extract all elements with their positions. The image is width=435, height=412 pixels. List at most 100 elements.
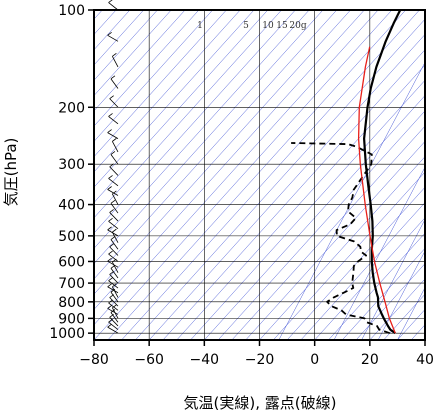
wind-barb	[109, 297, 119, 307]
y-tick-label: 800	[58, 295, 85, 311]
wind-barb	[108, 220, 119, 229]
wind-barb	[107, 260, 119, 268]
wind-barb-flag	[109, 163, 114, 168]
wind-barb-flag	[108, 277, 113, 281]
wind-barb	[108, 253, 119, 262]
wind-barb	[107, 34, 119, 42]
x-tick-label: 0	[310, 352, 319, 368]
wind-barb-flag	[107, 186, 112, 190]
wind-barb-flag	[110, 309, 116, 313]
wind-barb	[107, 189, 119, 196]
isotherm-line	[162, 49, 425, 340]
parcel-line	[357, 46, 396, 334]
wind-barb	[107, 326, 119, 334]
wind-barb	[108, 280, 119, 289]
mixing-ratio-label: 10	[262, 21, 274, 31]
mixing-ratio-labels: 1 5 10 15 20g	[197, 21, 307, 31]
wind-barb	[109, 317, 119, 327]
x-tick-label: −80	[79, 352, 109, 368]
mixing-ratio-label: 20g	[289, 21, 306, 31]
isotherm-line	[355, 263, 425, 340]
isotherm-line	[94, 10, 379, 326]
isotherm-line	[286, 186, 425, 340]
isotherm-line	[328, 232, 425, 340]
wind-barb-flag	[109, 243, 114, 248]
wind-barb-flag	[108, 175, 113, 179]
wind-barb	[112, 56, 119, 68]
isotherm-line	[94, 10, 172, 96]
wind-barb	[112, 193, 119, 205]
wind-barb	[110, 154, 119, 165]
mixing-ratio-line	[377, 250, 425, 340]
isotherm-line	[94, 10, 393, 340]
mixing-ratio-label: 15	[276, 21, 288, 31]
wind-barb	[112, 141, 119, 153]
isotherm-line	[342, 247, 425, 340]
wind-barb-flag	[109, 271, 114, 275]
wind-barb	[108, 321, 119, 330]
wind-barb	[108, 302, 119, 311]
isotherm-line	[94, 10, 268, 203]
y-tick-label: 400	[58, 198, 85, 214]
wind-barb	[109, 98, 119, 108]
y-tick-label: 100	[58, 3, 85, 19]
wind-barb-flag	[107, 283, 112, 288]
wind-barbs	[107, 0, 119, 334]
isotherm-line	[107, 10, 406, 340]
wind-barb	[109, 212, 119, 222]
mixing-ratio-line	[278, 61, 425, 340]
wind-barb-flag	[112, 304, 117, 309]
isotherm-line	[300, 202, 425, 340]
wind-barb	[109, 166, 119, 176]
wind-barb	[109, 246, 119, 256]
isotherm-line	[135, 18, 425, 340]
x-tick-label: −20	[245, 352, 275, 368]
wind-barb	[110, 312, 119, 323]
wind-barb	[110, 239, 119, 250]
series-layer	[291, 10, 402, 335]
isotherm-line	[94, 10, 351, 295]
isotherm-line	[190, 79, 425, 340]
wind-barb-flag	[108, 113, 113, 117]
wind-barb-flag	[109, 95, 114, 99]
wind-barb	[112, 286, 119, 298]
wind-barb-flag	[108, 217, 113, 222]
wind-barb-flag	[110, 200, 116, 204]
isobar-lines	[94, 10, 425, 340]
y-tick-label: 900	[58, 311, 85, 327]
wind-barb	[110, 203, 119, 214]
x-tick-label: 20	[361, 352, 379, 368]
wind-barb	[108, 2, 119, 11]
y-tick-label: 700	[58, 276, 85, 292]
isotherm-line	[231, 125, 425, 340]
isotherm-line	[94, 10, 186, 112]
isotherm-line	[94, 10, 282, 219]
isotherm-line	[259, 156, 425, 340]
wind-barb-flag	[107, 257, 112, 262]
mixing-ratio-label: 1	[197, 21, 203, 31]
wind-barb	[110, 78, 119, 89]
mixing-ratio-line	[361, 218, 425, 340]
isotherm-line	[94, 10, 337, 280]
mixing-ratio-line	[333, 166, 425, 340]
isotherm-line	[245, 141, 425, 340]
y-axis-title: 気圧(hPa)	[2, 138, 20, 207]
wind-barb-flag	[109, 209, 114, 213]
wind-barb	[108, 116, 119, 125]
y-tick-label: 600	[58, 254, 85, 270]
isotherm-line	[148, 34, 425, 340]
wind-barb	[110, 291, 119, 303]
x-axis-title: 気温(実線), 露点(破線)	[184, 394, 337, 412]
wind-barb-flag	[108, 299, 113, 304]
isotherm-line	[424, 339, 425, 340]
isotherm-line	[204, 95, 425, 340]
isotherm-line	[94, 10, 241, 173]
wind-barb	[112, 231, 119, 243]
isotherm-line	[94, 10, 296, 234]
wind-barb	[107, 308, 119, 315]
y-tick-label: 1000	[49, 326, 85, 342]
wind-barb-flag	[112, 190, 117, 195]
x-tick-label: −40	[190, 352, 220, 368]
